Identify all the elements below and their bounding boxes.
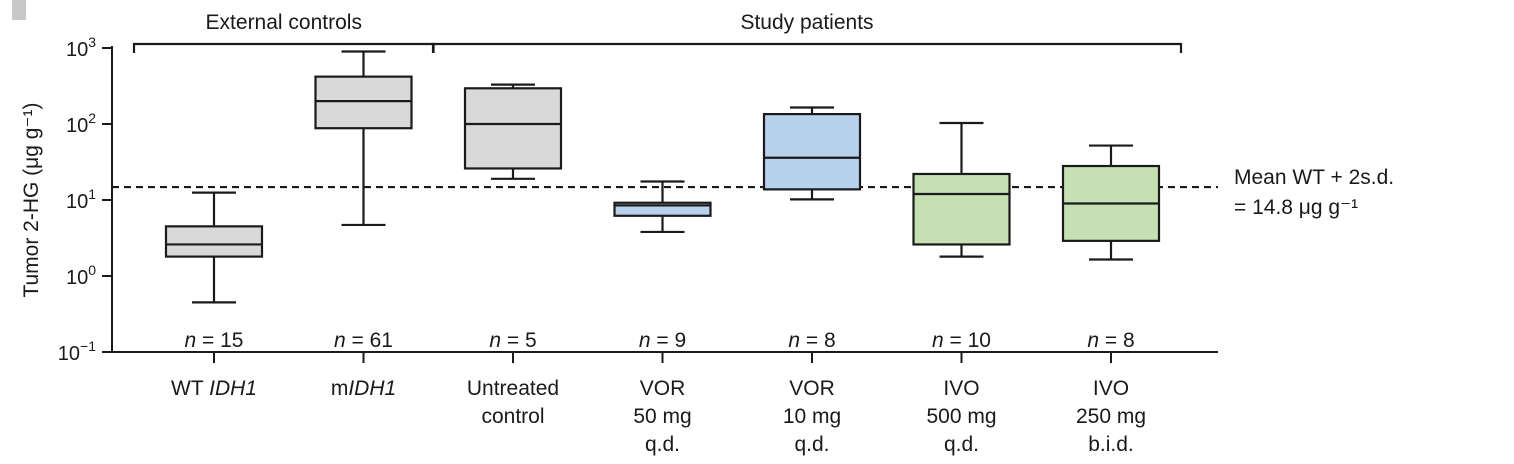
box-4: [762, 106, 862, 201]
n-label: n = 61: [334, 329, 393, 352]
category-label: control: [481, 405, 544, 428]
y-axis-title: Tumor 2-HG (μg g⁻¹): [20, 102, 43, 297]
category-label: WT IDH1: [171, 377, 257, 400]
group-bracket-1: Study patients: [431, 11, 1183, 53]
group-bracket-line: [431, 42, 1183, 53]
n-label: n = 5: [489, 329, 536, 352]
category-label: 10 mg: [783, 405, 841, 428]
category-label: IVO: [943, 377, 979, 400]
reference-line-label-1: Mean WT + 2s.d.: [1234, 166, 1394, 189]
box-iqr: [463, 87, 563, 170]
category-label: Untreated: [467, 377, 559, 400]
group-label: External controls: [206, 11, 362, 34]
category-label: VOR: [640, 377, 686, 400]
box-iqr: [314, 75, 413, 130]
box-iqr: [164, 225, 264, 258]
category-label: IVO: [1093, 377, 1129, 400]
n-label: n = 10: [932, 329, 991, 352]
y-tick-label: 101: [66, 186, 96, 213]
box-3: [613, 180, 712, 234]
category-label: b.i.d.: [1088, 433, 1134, 456]
y-tick-label: 103: [66, 34, 96, 61]
y-tick-label: 100: [66, 262, 96, 289]
reference-line-label-2: = 14.8 μg g⁻¹: [1234, 196, 1358, 219]
box-5: [912, 121, 1011, 258]
category-label: 500 mg: [926, 405, 996, 428]
box-2: [463, 83, 563, 180]
y-tick-label: 102: [66, 110, 96, 137]
category-label: VOR: [789, 377, 835, 400]
group-label: Study patients: [740, 11, 873, 34]
box-iqr: [912, 172, 1011, 246]
category-label: q.d.: [794, 433, 829, 456]
group-bracket-0: External controls: [132, 11, 435, 53]
box-0: [164, 191, 264, 304]
panel-marker: [12, 0, 26, 20]
category-label: 250 mg: [1076, 405, 1146, 428]
y-tick-label: 10−1: [58, 338, 96, 365]
n-label: n = 15: [185, 329, 244, 352]
category-label: 50 mg: [633, 405, 691, 428]
plot-area: 10−1 100 101 102 103 Mean WT + 2s.d. = 14.8 μg…: [58, 11, 1394, 456]
n-label: n = 9: [639, 329, 686, 352]
y-axis-title-group: Tumor 2-HG (μg g⁻¹): [20, 102, 43, 297]
box-6: [1061, 144, 1161, 261]
n-label: n = 8: [1087, 329, 1134, 352]
box-1: [314, 50, 413, 227]
category-label: mIDH1: [331, 377, 396, 400]
category-label: q.d.: [645, 433, 680, 456]
category-label: q.d.: [944, 433, 979, 456]
box-iqr: [762, 112, 862, 191]
group-bracket-line: [132, 42, 435, 53]
n-label: n = 8: [788, 329, 835, 352]
